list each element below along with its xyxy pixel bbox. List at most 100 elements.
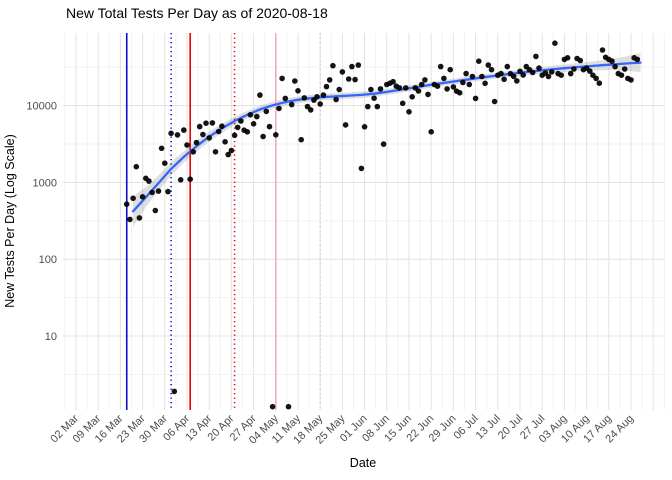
data-point [317,101,324,107]
data-point [577,57,584,64]
data-point [456,90,463,96]
data-point [520,72,526,78]
data-point [491,98,498,105]
data-point [593,75,599,82]
data-point [244,129,251,135]
data-point [403,85,409,91]
data-point [345,76,352,82]
data-point [238,118,244,124]
data-point [219,123,225,129]
data-point [377,86,384,92]
data-point [171,388,178,395]
data-point [168,130,174,137]
data-point [368,86,374,93]
data-point [136,215,143,221]
data-point [206,135,212,141]
data-point [618,72,625,78]
y-tick-label: 10 [45,331,57,343]
data-point [399,100,406,107]
data-point [476,58,482,64]
data-point [396,85,403,91]
x-tick-label: 13 Jul [474,413,503,442]
data-point [174,132,181,138]
data-point [326,77,333,83]
data-point [276,105,282,112]
data-point [371,95,377,101]
data-point [250,121,257,127]
gridlines [63,33,665,410]
data-point [621,66,628,72]
data-point [181,127,187,133]
data-point [269,403,276,410]
data-point [558,72,564,78]
data-point [307,107,314,113]
data-point [209,120,216,126]
data-point [529,69,536,76]
data-point [390,78,396,85]
data-point [422,77,428,83]
data-point [323,83,330,90]
data-point [342,122,349,128]
data-point [285,403,292,410]
y-axis-title: New Tests Per Day (Log Scale) [3,134,17,307]
data-point [314,94,320,100]
data-point [571,66,577,72]
data-point [564,55,571,61]
data-point [190,149,197,155]
data-point [444,86,450,92]
y-tick-labels: 10 100 1000 10000 [26,101,57,343]
scatter-points [123,40,641,410]
data-point [298,136,305,143]
data-point [428,129,435,135]
data-point [567,70,574,77]
data-point [165,188,171,195]
data-point [488,66,495,73]
data-point [127,216,133,223]
data-point [222,139,228,145]
data-point [437,63,444,70]
data-point [288,101,295,108]
data-point [460,79,466,86]
data-point [482,80,488,87]
data-point [380,141,387,147]
data-point [628,77,634,83]
data-point [158,145,165,152]
y-tick-label: 10000 [26,101,57,113]
data-point [418,81,425,88]
data-point [152,207,159,214]
data-point [339,69,346,75]
data-point [234,124,241,131]
data-point [320,92,327,98]
data-point [215,128,222,135]
data-point [415,88,422,94]
data-point [263,108,270,115]
data-point [406,109,412,115]
data-point [596,80,603,86]
y-tick-label: 100 [39,254,57,266]
data-point [447,66,454,73]
data-point [485,62,492,68]
data-point [612,63,618,70]
data-point [352,76,358,83]
data-point [587,68,593,74]
data-point [228,147,235,154]
data-point [196,123,203,130]
data-point [510,73,517,80]
data-point [466,81,473,88]
data-point [409,94,416,100]
data-point [193,139,200,146]
data-point [333,96,339,103]
chart-title: New Total Tests Per Day as of 2020-08-18 [66,5,328,21]
data-point [187,176,193,182]
data-point [212,149,219,155]
data-point [330,62,336,69]
data-point [425,91,431,98]
x-tick-label: 06 Jul [451,413,480,442]
data-point [609,58,615,64]
data-point [501,76,507,83]
data-point [225,151,231,158]
data-point [139,194,146,200]
